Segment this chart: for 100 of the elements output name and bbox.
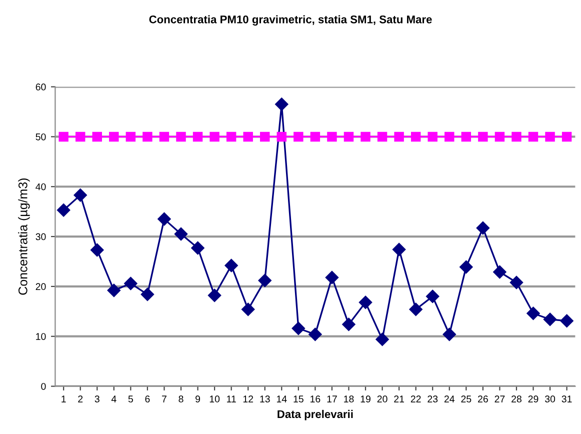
point	[442, 328, 456, 341]
point	[394, 132, 404, 142]
x-tick-label: 1	[62, 396, 66, 402]
point	[410, 132, 421, 142]
x-tick-label: 6	[145, 396, 150, 402]
x-tick-label: 4	[111, 396, 116, 402]
point	[327, 132, 337, 142]
point	[192, 132, 203, 142]
point	[308, 328, 322, 341]
x-tick-label: 7	[162, 396, 166, 402]
x-tick-label: 9	[196, 396, 200, 402]
x-tick-label: 30	[544, 396, 556, 402]
x-tick-label: 22	[410, 396, 421, 402]
point	[428, 132, 438, 142]
point	[310, 132, 320, 142]
x-tick-label: 21	[394, 396, 404, 402]
point	[58, 132, 68, 142]
point	[260, 132, 270, 142]
x-tick-label: 19	[360, 396, 370, 402]
point	[191, 241, 204, 255]
point	[75, 132, 86, 142]
point	[528, 132, 538, 142]
x-tick-label: 11	[227, 396, 236, 402]
x-tick-label: 24	[444, 396, 455, 402]
x-tick-label: 3	[94, 396, 100, 402]
x-tick-label: 26	[478, 396, 488, 402]
point	[426, 290, 440, 304]
x-tick-label: 5	[128, 396, 133, 402]
x-tick-label: 23	[428, 396, 438, 402]
point	[376, 332, 389, 346]
point	[510, 276, 524, 290]
point	[476, 221, 490, 235]
point	[243, 132, 253, 142]
y-tick-label: 0	[41, 382, 46, 390]
point	[275, 98, 288, 111]
point	[74, 188, 87, 202]
point	[159, 132, 170, 142]
y-axis-title: Concentratia (µg/m3)	[18, 178, 30, 295]
point	[526, 306, 540, 320]
point	[124, 276, 138, 290]
x-tick-label: 15	[294, 396, 304, 402]
point	[460, 260, 473, 274]
point	[545, 132, 555, 142]
x-tick-label: 12	[243, 396, 254, 402]
point	[344, 132, 354, 142]
x-tick-label: 31	[562, 396, 572, 402]
x-tick-label: 27	[494, 396, 505, 402]
point	[258, 274, 272, 288]
x-tick-label: 2	[78, 396, 83, 402]
point	[90, 243, 104, 257]
chart-title: Concentratia PM10 gravimetric, statia SM1, Satu Mare	[149, 15, 432, 26]
point	[276, 132, 287, 142]
point	[377, 132, 388, 142]
x-tick-label: 16	[310, 396, 320, 402]
y-tick-label: 10	[36, 333, 46, 340]
point	[358, 296, 372, 309]
x-tick-label: 10	[210, 396, 220, 402]
x-tick-label: 13	[260, 396, 270, 402]
point	[174, 227, 188, 241]
point	[409, 302, 422, 316]
point	[226, 132, 236, 142]
y-tick-label: 50	[36, 133, 46, 140]
point	[325, 270, 339, 284]
point	[210, 132, 220, 142]
y-tick-label: 30	[36, 233, 46, 240]
x-tick-label: 29	[528, 396, 538, 402]
point	[224, 258, 238, 272]
point	[126, 132, 136, 142]
point	[294, 132, 304, 142]
point	[140, 288, 154, 302]
point	[560, 314, 574, 328]
point	[493, 265, 506, 279]
point	[242, 302, 255, 316]
point	[56, 203, 70, 217]
x-tick-label: 14	[276, 396, 287, 402]
y-tick-label: 40	[36, 183, 46, 190]
point	[208, 288, 222, 302]
x-tick-label: 8	[178, 396, 184, 402]
point	[342, 318, 356, 331]
point	[360, 132, 370, 142]
x-tick-label: 17	[327, 396, 337, 402]
y-tick-label: 20	[36, 283, 46, 290]
point	[494, 132, 505, 142]
x-tick-label: 18	[344, 396, 354, 402]
x-tick-label: 20	[377, 396, 388, 402]
point	[444, 132, 454, 142]
point	[292, 322, 306, 335]
point	[562, 132, 572, 142]
x-axis-title: Data prelevarii	[278, 410, 353, 420]
x-tick-label: 28	[512, 396, 522, 402]
point	[512, 132, 522, 142]
point	[107, 284, 120, 298]
point	[478, 132, 488, 142]
point	[461, 132, 472, 142]
point	[176, 132, 186, 142]
x-tick-label: 25	[461, 396, 472, 402]
y-tick-label: 60	[36, 84, 46, 90]
point	[142, 132, 152, 142]
point	[92, 132, 102, 142]
point	[109, 132, 119, 142]
